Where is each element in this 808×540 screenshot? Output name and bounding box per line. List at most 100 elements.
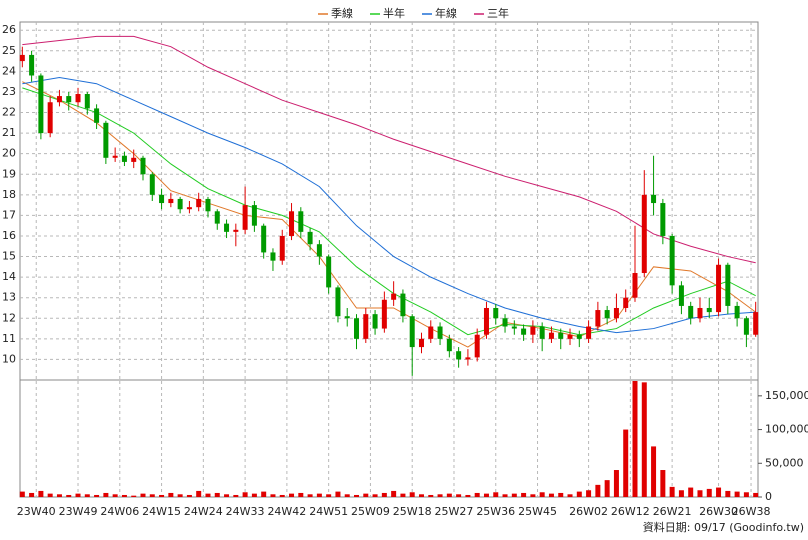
x-tick-label: 24W42 xyxy=(267,505,306,518)
volume-bar xyxy=(233,494,239,497)
candle-body xyxy=(521,328,527,335)
candle-body xyxy=(734,305,740,319)
y-tick-label: 0 xyxy=(765,490,772,503)
volume-bar xyxy=(344,494,350,497)
volume-bar xyxy=(224,494,230,497)
volume-bar xyxy=(326,494,332,497)
candle-body xyxy=(372,314,378,329)
legend-label: 年線 xyxy=(435,6,457,20)
volume-bar xyxy=(511,493,517,497)
candle-body xyxy=(511,326,517,329)
volume-bar xyxy=(103,492,109,497)
candle-body xyxy=(196,198,202,208)
volume-bar xyxy=(734,491,740,497)
volume-bar xyxy=(289,493,295,497)
volume-bar xyxy=(697,490,703,497)
y-tick-label: 14 xyxy=(2,270,16,283)
candle-body xyxy=(641,194,647,274)
moving-average-line xyxy=(22,81,756,348)
x-tick-label: 26W38 xyxy=(732,505,771,518)
candle-body xyxy=(177,198,183,210)
legend-label: 三年 xyxy=(487,6,509,20)
volume-bar xyxy=(279,494,285,497)
moving-average-line xyxy=(22,77,756,334)
candle-body xyxy=(94,108,100,123)
x-tick-label: 25W36 xyxy=(476,505,515,518)
candle-body xyxy=(298,211,304,232)
volume-bar xyxy=(270,494,276,497)
x-tick-label: 24W06 xyxy=(100,505,139,518)
y-tick-label: 17 xyxy=(2,208,16,221)
volume-bar xyxy=(149,494,155,497)
candle-body xyxy=(168,198,174,204)
volume-bar xyxy=(604,480,610,497)
volume-bar xyxy=(548,493,554,497)
volume-bar xyxy=(214,492,220,497)
candle-body xyxy=(725,264,731,306)
volume-bar xyxy=(409,492,415,497)
candle-body xyxy=(279,235,285,261)
candle-body xyxy=(539,326,545,339)
x-tick-label: 23W49 xyxy=(59,505,98,518)
y-tick-label: 11 xyxy=(2,332,16,345)
candle-body xyxy=(354,318,360,339)
candle-body xyxy=(261,225,267,253)
x-tick-label: 23W40 xyxy=(17,505,56,518)
candle-body xyxy=(428,326,434,339)
volume-bar xyxy=(29,492,35,497)
volume-bar xyxy=(716,487,722,497)
legend-label: 半年 xyxy=(383,6,405,20)
volume-bar xyxy=(530,494,536,497)
x-tick-label: 25W27 xyxy=(435,505,474,518)
x-tick-label: 26W02 xyxy=(569,505,608,518)
y-tick-label: 10 xyxy=(2,352,16,365)
y-tick-label: 15 xyxy=(2,250,16,263)
candle-body xyxy=(363,314,369,339)
candle-body xyxy=(344,316,350,319)
candle-body xyxy=(186,207,192,210)
candle-body xyxy=(409,316,415,348)
candle-body xyxy=(19,54,25,62)
y-tick-label: 19 xyxy=(2,167,16,180)
volume-bar xyxy=(140,493,146,497)
candle-body xyxy=(289,211,295,236)
volume-bar xyxy=(400,493,406,497)
y-tick-label: 100,000 xyxy=(765,423,808,436)
candle-body xyxy=(753,312,759,335)
candle-body xyxy=(483,307,489,335)
y-tick-label: 16 xyxy=(2,229,16,242)
volume-bar xyxy=(391,490,397,497)
x-tick-label: 24W24 xyxy=(184,505,223,518)
y-tick-label: 24 xyxy=(2,64,16,77)
candle-body xyxy=(576,334,582,339)
candle-body xyxy=(251,205,257,226)
volume-bar xyxy=(159,494,165,497)
moving-average-line xyxy=(22,35,756,264)
candle-body xyxy=(326,256,332,288)
volume-bar xyxy=(706,488,712,497)
candle-body xyxy=(38,75,44,134)
volume-bar xyxy=(168,492,174,497)
volume-bar xyxy=(298,492,304,497)
volume-bar xyxy=(595,484,601,497)
volume-bar xyxy=(196,490,202,497)
candle-body xyxy=(270,252,276,261)
y-tick-label: 13 xyxy=(2,291,16,304)
candle-body xyxy=(446,338,452,352)
volume-bar xyxy=(307,494,313,497)
volume-bar xyxy=(251,493,257,497)
candle-body xyxy=(214,211,220,224)
candle-body xyxy=(381,299,387,329)
volume-bar xyxy=(84,494,90,497)
x-tick-label: 24W33 xyxy=(226,505,265,518)
candle-body xyxy=(316,244,322,257)
legend-label: 季線 xyxy=(331,6,353,20)
x-tick-label: 25W45 xyxy=(518,505,557,518)
candle-body xyxy=(595,310,601,327)
volume-bar xyxy=(753,492,759,497)
candle-body xyxy=(632,273,638,298)
volume-bar xyxy=(493,492,499,497)
y-tick-label: 26 xyxy=(2,23,16,36)
x-tick-label: 25W09 xyxy=(351,505,390,518)
